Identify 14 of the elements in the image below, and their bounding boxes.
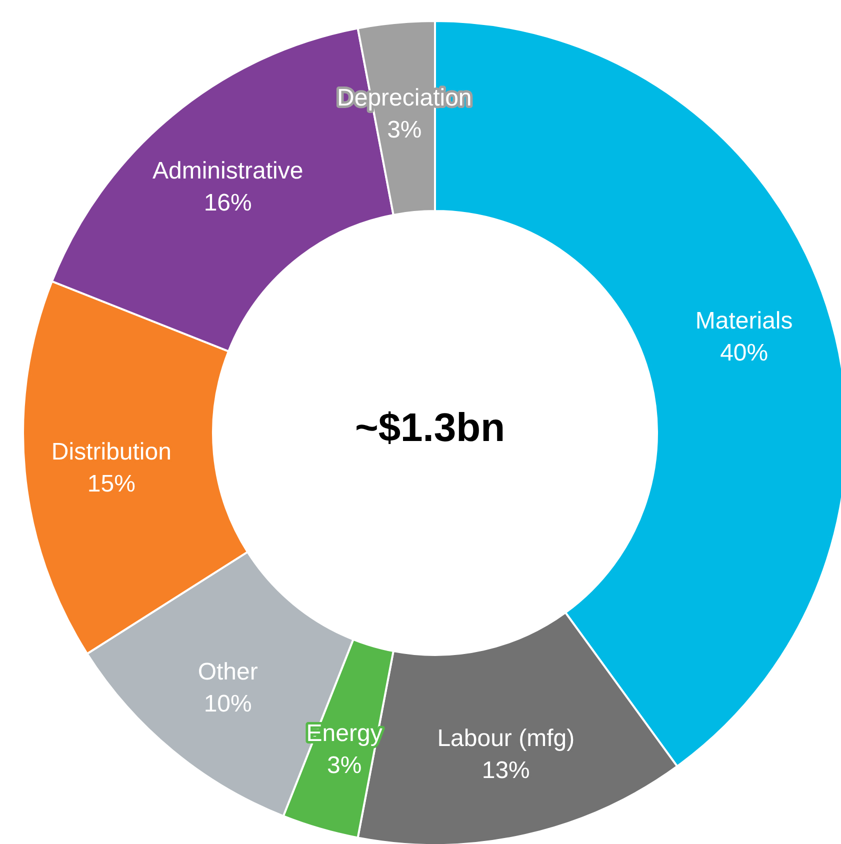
slice-label: Administrative xyxy=(152,158,304,185)
slice-label: Materials xyxy=(695,308,793,335)
slice-label: Labour (mfg) xyxy=(437,725,575,752)
data-label: 13% xyxy=(482,757,530,784)
data-label: 15% xyxy=(87,470,136,498)
data-label: 40% xyxy=(720,340,768,367)
slice-label: Other xyxy=(198,658,258,686)
data-label: 10% xyxy=(204,690,252,718)
data-label: 3% xyxy=(387,116,422,144)
data-label: 16% xyxy=(204,190,252,217)
slice-label: Distribution xyxy=(51,438,172,466)
slice-label: Depreciation xyxy=(337,84,472,112)
text: ~$1.3bn xyxy=(354,406,506,450)
data-label: 3% xyxy=(326,752,362,780)
